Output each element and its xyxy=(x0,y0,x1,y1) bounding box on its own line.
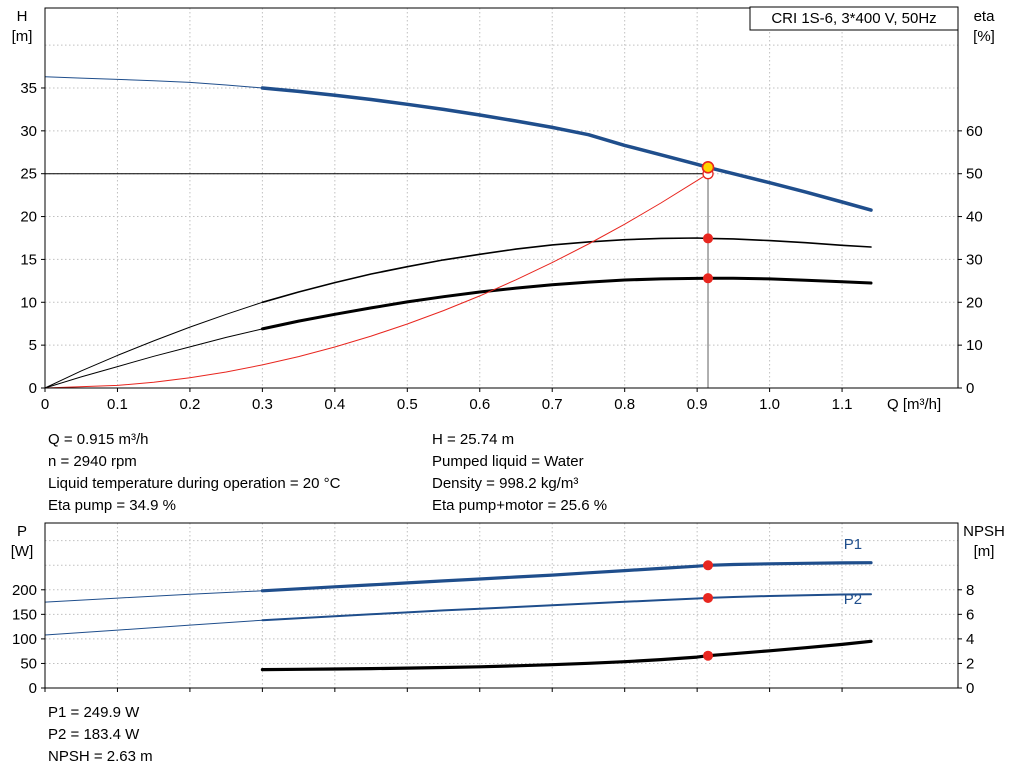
svg-text:0.3: 0.3 xyxy=(252,396,273,413)
eta-pump-motor-lowflow xyxy=(44,328,263,389)
axis-labels: 0 5 10 15 20 25 30 35 0 10 20 30 40 50 60 0 0.1 0.2 0.3 0.4… xyxy=(12,8,996,413)
svg-text:0.5: 0.5 xyxy=(397,396,418,413)
svg-text:30: 30 xyxy=(966,251,983,268)
gridlines xyxy=(45,523,958,688)
svg-text:eta: eta xyxy=(974,8,996,25)
head-curve-lowflow xyxy=(44,76,263,89)
svg-text:50: 50 xyxy=(966,166,983,183)
duty-flow-text: Q = 0.915 m³/h xyxy=(48,431,149,448)
svg-text:25: 25 xyxy=(20,166,37,183)
duty-point xyxy=(701,161,715,174)
svg-text:10: 10 xyxy=(20,294,37,311)
svg-text:[m]: [m] xyxy=(974,543,995,560)
svg-text:4: 4 xyxy=(966,631,974,648)
plot-frame xyxy=(44,522,959,689)
svg-text:50: 50 xyxy=(20,655,37,672)
p1-curve xyxy=(260,561,873,593)
duty-head-text: H = 25.74 m xyxy=(432,431,515,448)
svg-text:0: 0 xyxy=(29,680,37,697)
svg-text:0.2: 0.2 xyxy=(179,396,200,413)
system-curve xyxy=(44,173,709,389)
svg-text:6: 6 xyxy=(966,606,974,623)
svg-text:0: 0 xyxy=(41,396,49,413)
gridlines xyxy=(45,8,958,388)
eta-pump-motor-point xyxy=(703,273,714,284)
svg-text:35: 35 xyxy=(20,80,37,97)
p2-curve xyxy=(261,593,872,622)
svg-text:15: 15 xyxy=(20,251,37,268)
eta-pump-curve xyxy=(261,237,872,304)
svg-text:20: 20 xyxy=(20,209,37,226)
pumped-liquid-text: Pumped liquid = Water xyxy=(432,453,584,470)
svg-text:2: 2 xyxy=(966,655,974,672)
title-box xyxy=(749,6,959,31)
p2-point xyxy=(703,592,714,603)
svg-text:0.9: 0.9 xyxy=(687,396,708,413)
svg-text:150: 150 xyxy=(12,606,37,623)
svg-text:[%]: [%] xyxy=(973,28,995,45)
svg-text:[W]: [W] xyxy=(11,543,34,560)
svg-text:100: 100 xyxy=(12,631,37,648)
svg-text:0.6: 0.6 xyxy=(469,396,490,413)
svg-text:0.4: 0.4 xyxy=(324,396,345,413)
svg-text:40: 40 xyxy=(966,209,983,226)
svg-text:P: P xyxy=(17,523,27,540)
svg-text:200: 200 xyxy=(12,582,37,599)
svg-text:Q [m³/h]: Q [m³/h] xyxy=(887,396,941,413)
svg-text:20: 20 xyxy=(966,294,983,311)
svg-text:0.1: 0.1 xyxy=(107,396,128,413)
p2-value-text: P2 = 183.4 W xyxy=(48,726,140,743)
plot-frame xyxy=(44,7,959,389)
power-npsh-chart: 0 50 100 150 200 0 2 4 6 8 P [W] NPSH [m] P1 P2 xyxy=(11,522,1005,697)
svg-text:1.0: 1.0 xyxy=(759,396,780,413)
npsh-value-text: NPSH = 2.63 m xyxy=(48,748,153,765)
svg-text:[m]: [m] xyxy=(12,28,33,45)
p2-label: P2 xyxy=(844,591,862,608)
npsh-curve xyxy=(260,639,873,672)
svg-text:0: 0 xyxy=(966,380,974,397)
npsh-point xyxy=(703,650,714,661)
qh-eta-chart: 0 5 10 15 20 25 30 35 0 10 20 30 40 50 60 0 0.1 0.2 0.3 0.4… xyxy=(12,6,996,413)
svg-text:0: 0 xyxy=(966,680,974,697)
density-text: Density = 998.2 kg/m³ xyxy=(432,475,579,492)
svg-text:0.8: 0.8 xyxy=(614,396,635,413)
svg-text:8: 8 xyxy=(966,582,974,599)
head-curve xyxy=(260,86,873,212)
eta-pump-motor-curve xyxy=(260,276,873,331)
axis-labels: 0 50 100 150 200 0 2 4 6 8 P [W] NPSH [m] xyxy=(11,523,1005,697)
liquid-temperature-text: Liquid temperature during operation = 20… xyxy=(48,475,341,492)
eta-pump-motor-text: Eta pump+motor = 25.6 % xyxy=(432,497,608,514)
result-info-panel: P1 = 249.9 W P2 = 183.4 W NPSH = 2.63 m xyxy=(48,702,153,768)
p1-lowflow xyxy=(44,590,263,603)
svg-text:30: 30 xyxy=(20,123,37,140)
svg-text:0.7: 0.7 xyxy=(542,396,563,413)
p1-point xyxy=(703,560,714,571)
eta-pump-lowflow xyxy=(44,301,263,389)
p2-lowflow xyxy=(44,619,263,636)
svg-text:10: 10 xyxy=(966,337,983,354)
svg-text:H: H xyxy=(17,8,28,25)
svg-text:1.1: 1.1 xyxy=(832,396,853,413)
p1-value-text: P1 = 249.9 W xyxy=(48,704,140,721)
svg-text:5: 5 xyxy=(29,337,37,354)
duty-info-panel: Q = 0.915 m³/h H = 25.74 m n = 2940 rpm … xyxy=(48,429,607,517)
svg-text:0: 0 xyxy=(29,380,37,397)
pump-speed-text: n = 2940 rpm xyxy=(48,453,137,470)
svg-text:60: 60 xyxy=(966,123,983,140)
eta-pump-point xyxy=(703,233,714,244)
chart-title: CRI 1S-6, 3*400 V, 50Hz xyxy=(771,10,936,27)
svg-text:NPSH: NPSH xyxy=(963,523,1005,540)
eta-pump-text: Eta pump = 34.9 % xyxy=(48,497,176,514)
p1-label: P1 xyxy=(844,536,862,553)
